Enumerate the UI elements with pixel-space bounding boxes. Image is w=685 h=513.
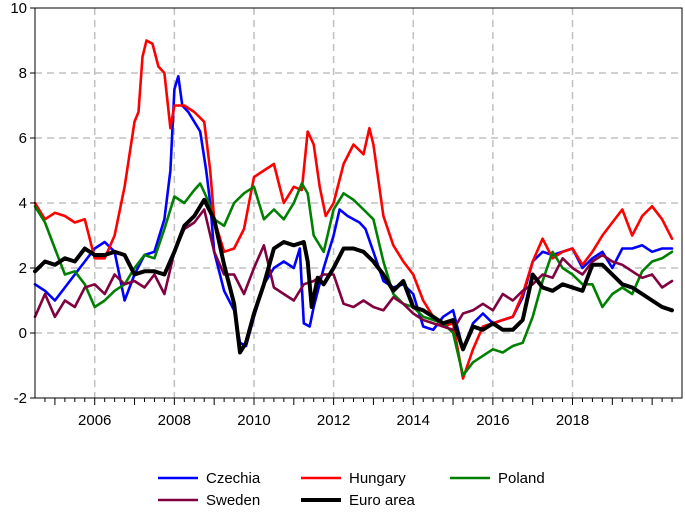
legend-item-euro-area: Euro area [301,492,416,509]
series-line-sweden [33,208,674,332]
series-line-poland [33,182,674,377]
chart-legend: Czechia Hungary Poland Sweden Euro area [158,470,545,509]
x-tick-label: 2010 [237,412,270,429]
y-tick-label: 10 [10,0,27,17]
legend-label: Euro area [349,492,416,509]
legend-item-sweden: Sweden [158,492,260,509]
legend-item-poland: Poland [450,470,545,487]
legend-label: Poland [498,470,545,487]
chart-gridlines [35,8,682,398]
y-tick-label: 6 [19,130,27,147]
legend-item-hungary: Hungary [301,470,406,487]
legend-label: Sweden [206,492,260,509]
x-tick-label: 2012 [317,412,350,429]
y-tick-label: 2 [19,260,27,277]
x-tick-label: 2018 [556,412,589,429]
y-tick-label: 4 [19,195,27,212]
legend-label: Hungary [349,470,406,487]
chart-series-layer [33,39,674,380]
y-tick-label: 8 [19,65,27,82]
x-tick-label: 2014 [397,412,430,429]
legend-label: Czechia [206,470,261,487]
series-line-czechia [33,75,674,351]
x-tick-label: 2016 [476,412,509,429]
y-tick-label: 0 [19,325,27,342]
chart-axes: -2 0 2 4 6 8 10 2006 2008 2010 2012 2014 2016 2018 [10,0,673,429]
series-line-euro-area [33,197,674,355]
series-line-hungary [33,39,674,380]
x-tick-label: 2006 [78,412,111,429]
x-tick-label: 2008 [158,412,191,429]
y-tick-label: -2 [14,390,27,407]
legend-item-czechia: Czechia [158,470,261,487]
